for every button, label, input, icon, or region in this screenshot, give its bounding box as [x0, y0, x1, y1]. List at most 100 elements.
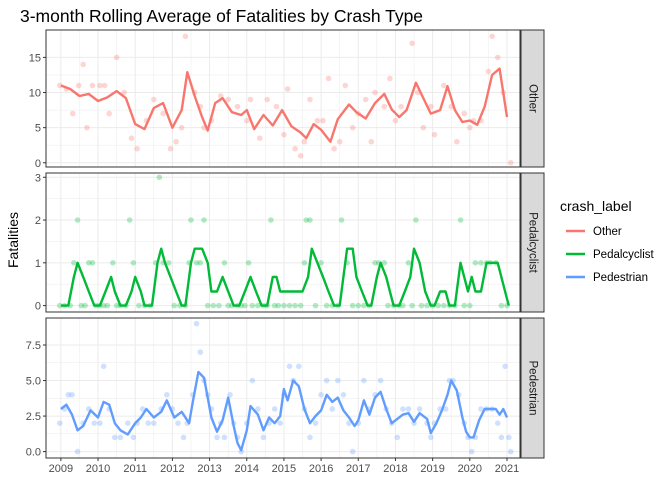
- data-point: [361, 302, 367, 309]
- data-point: [91, 420, 98, 426]
- x-tick-label: 2011: [123, 463, 147, 475]
- data-point: [349, 124, 356, 131]
- data-point: [197, 349, 204, 355]
- data-point: [260, 434, 267, 441]
- data-point: [245, 260, 252, 266]
- x-tick-label: 2016: [309, 463, 333, 475]
- data-point: [303, 217, 310, 223]
- data-point: [307, 217, 313, 223]
- data-point: [227, 391, 233, 398]
- y-tick-label: 0: [35, 158, 41, 170]
- y-tick-label: 5.0: [26, 376, 41, 388]
- data-point: [297, 152, 304, 159]
- data-point: [409, 40, 415, 47]
- data-point: [151, 420, 157, 426]
- legend-item-other: Other: [566, 226, 622, 238]
- data-point: [435, 302, 442, 309]
- facet-strip-label: Pedestrian: [527, 361, 539, 416]
- data-point: [312, 302, 319, 309]
- data-point: [268, 217, 274, 223]
- data-point: [277, 420, 284, 426]
- data-point: [468, 448, 475, 455]
- data-point: [454, 138, 460, 145]
- legend-title: crash_label: [560, 198, 632, 214]
- data-point: [335, 377, 341, 384]
- y-tick-label: 10: [29, 88, 41, 100]
- facet-panel-pedalcyclist: 0 1 2 3 Pedalcyclist: [35, 172, 545, 313]
- data-point: [385, 302, 391, 309]
- data-point: [271, 406, 278, 412]
- data-point: [214, 434, 220, 441]
- y-axis-label: Fatalities: [5, 212, 21, 268]
- data-point: [71, 260, 77, 266]
- data-point: [467, 302, 473, 309]
- data-point: [420, 124, 427, 131]
- x-tick-label: 2014: [235, 463, 259, 475]
- data-point: [405, 406, 412, 412]
- data-point: [128, 135, 135, 141]
- x-tick-label: 2015: [272, 463, 296, 475]
- data-point: [56, 82, 63, 89]
- data-point: [507, 159, 514, 166]
- data-point: [418, 302, 425, 309]
- data-point: [281, 131, 287, 138]
- series-line-pedestrian: [60, 370, 509, 452]
- data-point: [340, 391, 347, 398]
- legend-label: Pedestrian: [593, 272, 648, 284]
- data-point: [442, 406, 449, 412]
- data-point: [110, 260, 116, 266]
- data-point: [111, 434, 118, 441]
- data-point: [156, 174, 163, 181]
- data-point: [136, 302, 142, 309]
- data-point: [457, 217, 464, 223]
- x-tick-label: 2020: [458, 463, 482, 475]
- data-point: [400, 302, 406, 309]
- data-point: [377, 377, 384, 384]
- y-tick-label: 3: [35, 172, 41, 184]
- data-point: [225, 96, 231, 103]
- data-point: [256, 135, 263, 141]
- data-point: [394, 434, 401, 441]
- data-point: [188, 217, 194, 223]
- data-point: [431, 131, 438, 138]
- data-point: [216, 302, 222, 309]
- panel-border: [45, 29, 521, 168]
- data-point: [318, 391, 324, 398]
- data-point: [100, 302, 107, 309]
- data-point: [178, 124, 185, 131]
- data-point: [301, 260, 308, 266]
- data-point: [361, 377, 367, 384]
- data-point: [82, 302, 88, 309]
- data-point: [372, 89, 378, 96]
- data-point: [225, 302, 231, 309]
- y-tick-label: 15: [29, 52, 41, 64]
- x-tick-label: 2018: [383, 463, 407, 475]
- data-point: [297, 302, 304, 309]
- data-point: [175, 420, 181, 426]
- data-point: [342, 82, 349, 89]
- data-point: [130, 434, 137, 441]
- x-axis: 2009 2010 2011 2012 2013 2014 2015 2016 2017 2018…: [49, 458, 519, 475]
- data-point: [498, 434, 505, 441]
- data-point: [104, 302, 111, 309]
- data-point: [89, 260, 96, 266]
- data-point: [292, 302, 298, 309]
- data-point: [506, 434, 512, 441]
- data-point: [130, 260, 137, 266]
- data-point: [320, 117, 326, 124]
- data-point: [80, 61, 86, 68]
- data-point: [440, 302, 447, 309]
- panel-background: [46, 318, 520, 458]
- data-point: [349, 302, 356, 309]
- data-point: [281, 302, 287, 309]
- data-point: [331, 145, 337, 152]
- data-point: [234, 103, 241, 110]
- data-point: [247, 96, 254, 103]
- data-point: [478, 260, 484, 266]
- data-point: [56, 302, 63, 309]
- data-point: [56, 420, 63, 426]
- data-point: [494, 54, 501, 61]
- x-tick-label: 2019: [420, 463, 444, 475]
- data-point: [243, 117, 250, 124]
- data-point: [467, 124, 473, 131]
